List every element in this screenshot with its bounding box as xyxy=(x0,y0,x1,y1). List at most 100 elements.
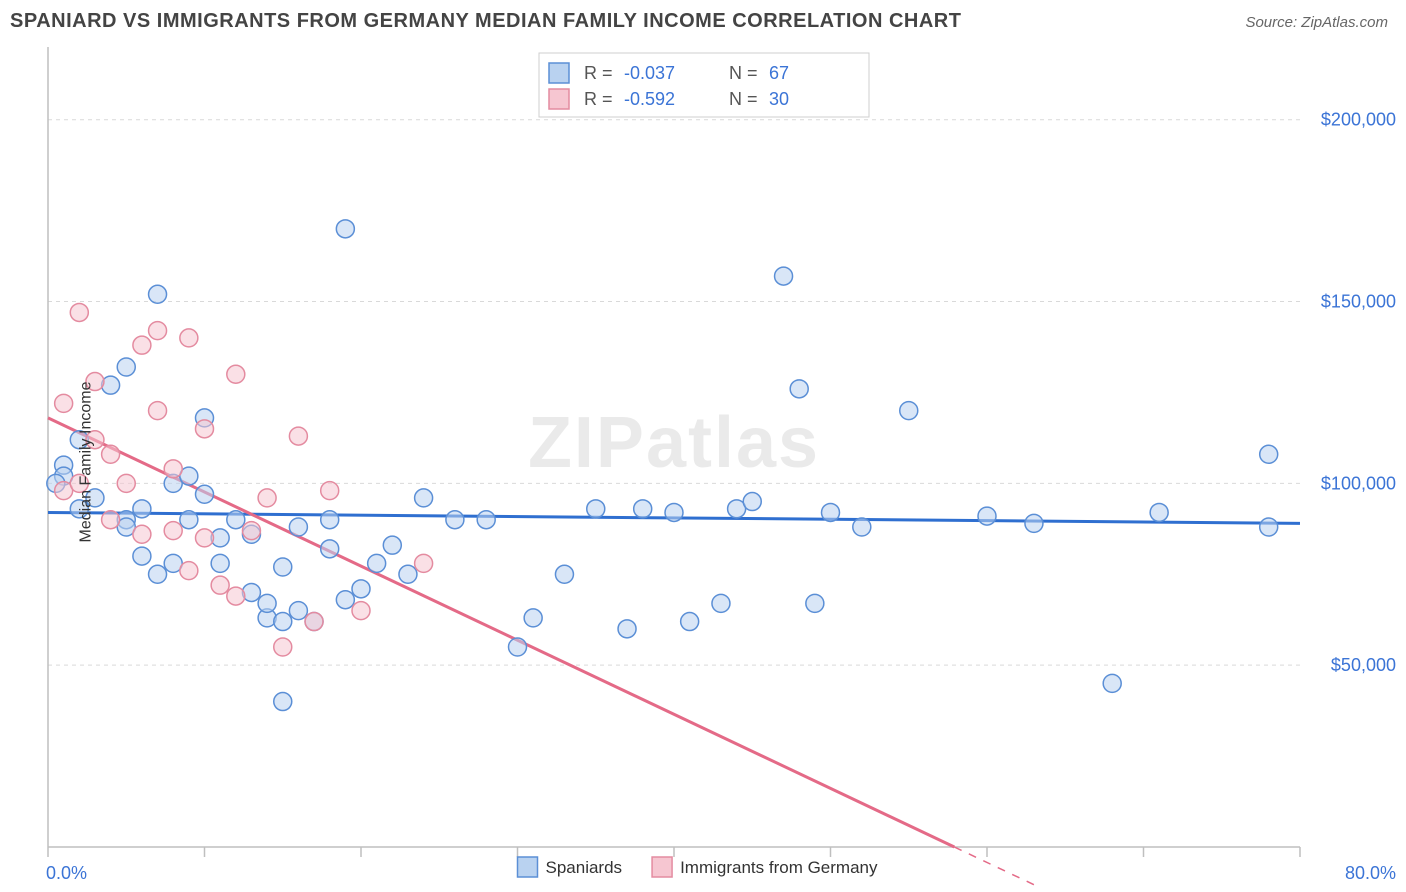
header: SPANIARD VS IMMIGRANTS FROM GERMANY MEDI… xyxy=(0,0,1406,37)
data-point xyxy=(227,365,245,383)
data-point xyxy=(806,594,824,612)
data-point xyxy=(399,565,417,583)
series-legend-label: Spaniards xyxy=(546,858,623,877)
stats-n-value: 30 xyxy=(769,89,789,109)
legend-swatch xyxy=(518,857,538,877)
series-legend-label: Immigrants from Germany xyxy=(680,858,878,877)
data-point xyxy=(149,565,167,583)
data-point xyxy=(227,587,245,605)
data-point xyxy=(853,518,871,536)
data-point xyxy=(775,267,793,285)
data-point xyxy=(289,427,307,445)
data-point xyxy=(289,602,307,620)
data-point xyxy=(587,500,605,518)
scatter-chart: $50,000 $100,000 $150,000 $200,000 ZIPatlas 0… xyxy=(0,37,1406,887)
stats-n-key: N = xyxy=(729,63,758,83)
data-point xyxy=(415,489,433,507)
stats-r-value: -0.037 xyxy=(624,63,675,83)
data-point xyxy=(978,507,996,525)
data-point xyxy=(712,594,730,612)
data-point xyxy=(446,511,464,529)
data-point xyxy=(180,329,198,347)
data-point xyxy=(133,336,151,354)
data-point xyxy=(211,554,229,572)
data-point xyxy=(102,511,120,529)
stats-r-value: -0.592 xyxy=(624,89,675,109)
data-point xyxy=(1260,518,1278,536)
data-point xyxy=(117,358,135,376)
x-start-label: 0.0% xyxy=(46,863,87,883)
data-point xyxy=(164,522,182,540)
data-point xyxy=(1025,514,1043,532)
watermark: ZIPatlas xyxy=(528,403,820,483)
data-point xyxy=(681,613,699,631)
data-point xyxy=(164,460,182,478)
stats-n-key: N = xyxy=(729,89,758,109)
data-point xyxy=(477,511,495,529)
data-point xyxy=(352,602,370,620)
data-point xyxy=(1150,503,1168,521)
data-point xyxy=(900,402,918,420)
data-point xyxy=(321,482,339,500)
data-point xyxy=(227,511,245,529)
data-point xyxy=(274,693,292,711)
data-point xyxy=(196,420,214,438)
x-end-label: 80.0% xyxy=(1345,863,1396,883)
data-point xyxy=(790,380,808,398)
data-point xyxy=(336,591,354,609)
data-point xyxy=(305,613,323,631)
data-point xyxy=(618,620,636,638)
data-point xyxy=(1103,674,1121,692)
data-point xyxy=(196,485,214,503)
y-tick-label: $50,000 xyxy=(1331,655,1396,675)
data-point xyxy=(133,525,151,543)
data-point xyxy=(321,540,339,558)
stats-r-key: R = xyxy=(584,89,613,109)
data-point xyxy=(1260,445,1278,463)
data-point xyxy=(70,303,88,321)
data-point xyxy=(180,511,198,529)
chart-title: SPANIARD VS IMMIGRANTS FROM GERMANY MEDI… xyxy=(10,10,961,33)
chart-container: Median Family Income $50,000 $100,000 $150… xyxy=(0,37,1406,887)
data-point xyxy=(117,474,135,492)
data-point xyxy=(383,536,401,554)
data-point xyxy=(274,638,292,656)
stats-r-key: R = xyxy=(584,63,613,83)
data-point xyxy=(352,580,370,598)
data-point xyxy=(415,554,433,572)
data-point xyxy=(274,613,292,631)
stats-legend-swatch xyxy=(549,89,569,109)
data-point xyxy=(274,558,292,576)
trend-line-dashed xyxy=(954,847,1204,887)
y-axis-label: Median Family Income xyxy=(77,382,95,543)
data-point xyxy=(196,529,214,547)
data-point xyxy=(149,285,167,303)
data-point xyxy=(555,565,573,583)
data-point xyxy=(102,445,120,463)
data-point xyxy=(368,554,386,572)
data-point xyxy=(211,576,229,594)
data-point xyxy=(149,322,167,340)
data-point xyxy=(822,503,840,521)
y-tick-label: $200,000 xyxy=(1321,110,1396,130)
stats-legend-swatch xyxy=(549,63,569,83)
data-point xyxy=(289,518,307,536)
data-point xyxy=(258,594,276,612)
data-point xyxy=(336,220,354,238)
data-point xyxy=(524,609,542,627)
data-point xyxy=(149,402,167,420)
data-point xyxy=(258,489,276,507)
legend-swatch xyxy=(652,857,672,877)
y-tick-label: $150,000 xyxy=(1321,292,1396,312)
data-point xyxy=(133,547,151,565)
data-point xyxy=(133,500,151,518)
data-point xyxy=(321,511,339,529)
data-point xyxy=(634,500,652,518)
data-point xyxy=(180,562,198,580)
y-tick-label: $100,000 xyxy=(1321,473,1396,493)
data-point xyxy=(509,638,527,656)
data-point xyxy=(743,493,761,511)
data-point xyxy=(242,522,260,540)
stats-n-value: 67 xyxy=(769,63,789,83)
source-label: Source: ZipAtlas.com xyxy=(1245,14,1388,31)
